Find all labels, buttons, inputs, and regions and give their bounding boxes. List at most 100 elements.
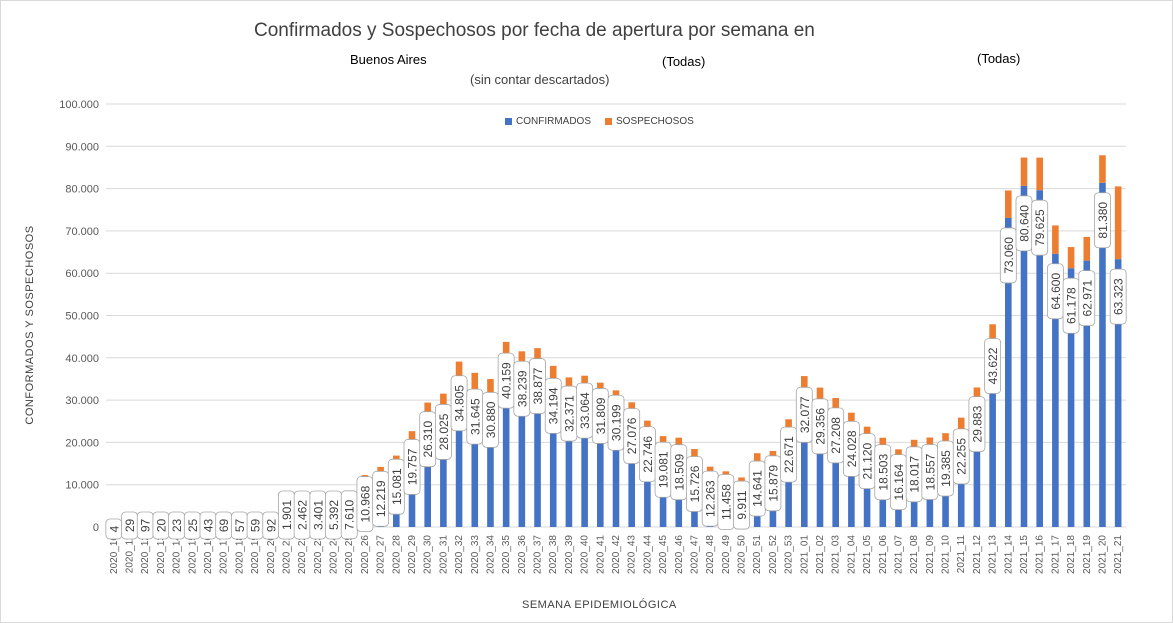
bar-sospechosos: [487, 379, 494, 397]
data-label-text: 26.310: [421, 421, 435, 458]
data-label: 28.025: [434, 404, 452, 460]
data-label: 5.392: [325, 490, 342, 540]
data-label-text: 10.968: [358, 485, 372, 522]
y-tick-label: 30.000: [65, 395, 99, 407]
bar-confirmados: [581, 387, 588, 527]
data-label: 32.077: [795, 386, 813, 443]
bar-sospechosos: [549, 365, 557, 383]
data-label: 10.968: [356, 476, 374, 533]
data-label: 97: [136, 511, 154, 540]
y-tick-label: 90.000: [65, 141, 99, 153]
data-label-text: 43: [202, 519, 216, 533]
data-label: 38.239: [513, 360, 531, 417]
x-tick-label: 2020_44: [642, 535, 653, 574]
x-tick-label: 2020_52: [768, 535, 779, 574]
data-label: 9.911: [733, 480, 750, 530]
bar-confirmados: [487, 396, 494, 527]
data-label-box: [1109, 268, 1127, 325]
bar-sospechosos: [1036, 157, 1043, 191]
bar-sospechosos: [1067, 247, 1075, 269]
data-label-text: 24.028: [845, 430, 859, 467]
x-tick-label: 2020_22: [297, 535, 308, 574]
x-tick-label: 2020_42: [611, 535, 622, 574]
bar-confirmados: [973, 400, 981, 527]
data-label-text: 61.178: [1065, 287, 1079, 324]
data-label-text: 38.877: [531, 367, 545, 404]
bar-sospechosos: [675, 437, 683, 449]
data-label-text: 12.219: [374, 480, 388, 517]
x-tick-label: 2020_16: [203, 535, 214, 574]
bar-confirmados: [1083, 260, 1091, 527]
x-tick-label: 2020_25: [344, 535, 355, 574]
data-label: 61.178: [1062, 277, 1080, 334]
bar-sospechosos: [424, 402, 431, 416]
bar-confirmados: [471, 393, 479, 527]
bar-confirmados: [832, 411, 839, 527]
data-label-text: 1.901: [280, 500, 294, 530]
bar-confirmados: [518, 365, 526, 527]
subtitle-note: (sin contar descartados): [470, 72, 610, 87]
x-tick-label: 2020_19: [250, 535, 261, 574]
x-tick-label: 2020_11: [125, 535, 136, 574]
x-tick-label: 2020_27: [376, 535, 387, 574]
x-tick-label: 2020_48: [705, 535, 716, 574]
x-tick-label: 2020_37: [533, 535, 544, 574]
x-tick-label: 2021_17: [1050, 535, 1061, 574]
y-tick-label: 20.000: [65, 437, 99, 449]
data-label: 15.081: [387, 458, 405, 515]
chart-title: Confirmados y Sospechosos por fecha de a…: [254, 20, 815, 41]
data-label-text: 80.640: [1018, 205, 1032, 242]
data-label: 59: [246, 511, 264, 540]
data-label-text: 22.671: [782, 436, 796, 473]
bar-sospechosos: [644, 420, 651, 431]
bar-sospechosos: [832, 397, 839, 412]
data-label-text: 22.746: [641, 436, 655, 473]
x-tick-label: 2021_04: [846, 535, 857, 574]
data-label-text: 19.757: [406, 448, 420, 485]
data-label-text: 29.883: [970, 405, 984, 442]
data-label-text: 97: [139, 519, 153, 533]
bar-sospechosos: [785, 419, 792, 432]
bar-confirmados: [597, 392, 604, 527]
data-label: 32.371: [560, 385, 578, 442]
y-tick-label: 10.000: [65, 480, 99, 492]
bar-sospechosos: [926, 437, 934, 449]
data-label-box: [999, 227, 1017, 284]
bar-sospechosos: [691, 449, 698, 461]
data-label: 3.401: [309, 490, 327, 540]
bar-confirmados: [502, 357, 510, 527]
x-tick-label: 2020_40: [580, 535, 591, 574]
bar-sospechosos: [1083, 236, 1091, 261]
data-label-text: 25: [186, 519, 200, 533]
data-label: 11.458: [717, 474, 735, 530]
bar-confirmados: [1067, 268, 1075, 527]
data-label-box: [952, 428, 970, 485]
data-label-text: 30.199: [610, 404, 624, 441]
data-label: 79.625: [1031, 199, 1049, 256]
x-tick-label: 2021_01: [799, 535, 810, 574]
data-label-text: 30.880: [484, 401, 498, 438]
bar-sospechosos: [1020, 157, 1028, 186]
y-axis-label: CONFORMADOS Y SOSPECHOSOS: [24, 225, 36, 425]
x-tick-label: 2020_43: [627, 535, 638, 574]
data-label: 19.081: [654, 441, 672, 498]
bar-sospechosos: [848, 412, 855, 426]
data-label: 22.746: [638, 426, 656, 483]
x-tick-label: 2020_35: [501, 535, 512, 574]
data-label: 18.503: [874, 444, 892, 501]
bar-sospechosos: [659, 436, 667, 447]
data-label: 25: [183, 511, 201, 540]
bar-sospechosos: [910, 439, 918, 451]
bar-confirmados: [1099, 182, 1106, 527]
legend-swatch-confirmados: [505, 118, 512, 125]
x-tick-label: 2020_36: [517, 535, 528, 574]
bar-confirmados: [455, 379, 463, 527]
bar-confirmados: [801, 391, 808, 527]
x-tick-label: 2020_30: [423, 535, 434, 574]
x-tick-label: 2021_16: [1035, 535, 1046, 574]
x-tick-label: 2021_14: [1003, 535, 1014, 574]
y-tick-label: 0: [93, 522, 99, 534]
x-tick-label: 2020_32: [454, 535, 465, 574]
bar-sospechosos: [816, 387, 824, 403]
data-label: 18.509: [670, 444, 688, 501]
